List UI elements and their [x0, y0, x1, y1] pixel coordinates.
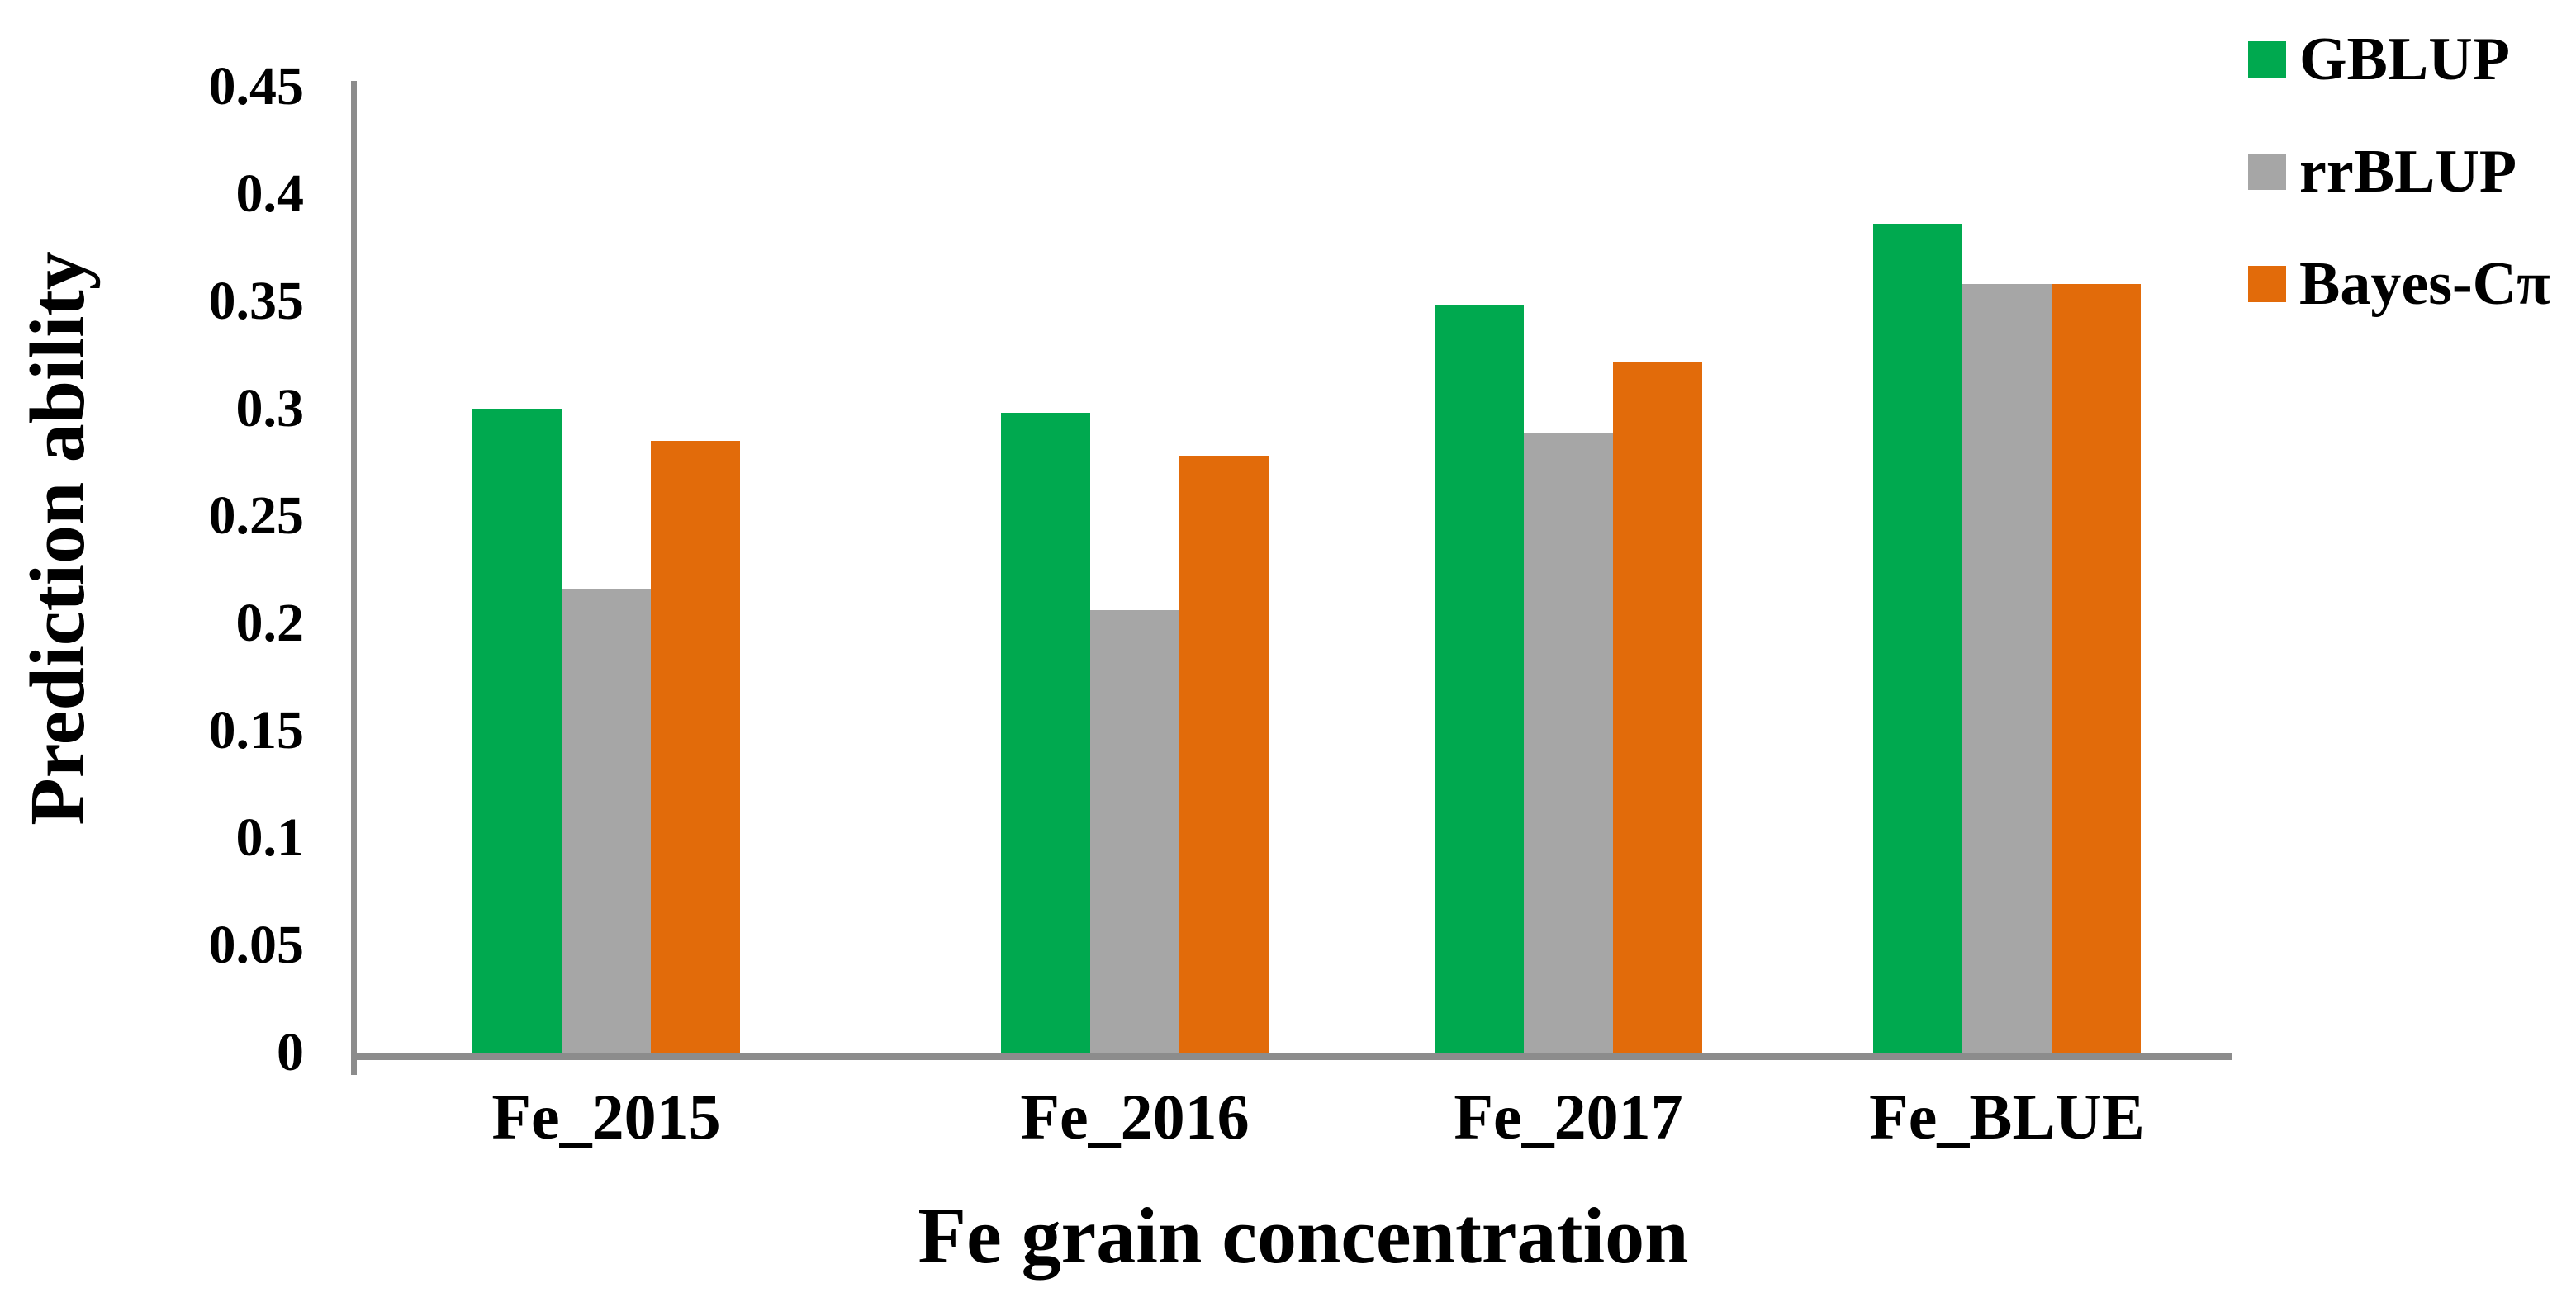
bar-Bayes-Cπ-Fe_2016 [1179, 456, 1269, 1053]
bar-Bayes-Cπ-Fe_BLUE [2052, 284, 2141, 1053]
y-tick-label: 0.15 [208, 700, 305, 760]
x-axis-line [351, 1053, 2232, 1060]
y-tick-label: 0.2 [235, 593, 305, 653]
y-tick-label: 0.35 [208, 271, 305, 331]
legend: GBLUP rrBLUP Bayes-Cπ [2248, 25, 2550, 319]
legend-swatch-icon [2248, 266, 2286, 302]
bar-GBLUP-Fe_2015 [472, 409, 562, 1053]
legend-label: rrBLUP [2299, 138, 2517, 206]
y-tick-label: 0.45 [208, 56, 305, 116]
bar-rrBLUP-Fe_BLUE [1962, 284, 2052, 1053]
x-category-label: Fe_2016 [1020, 1081, 1250, 1153]
bar-Bayes-Cπ-Fe_2015 [651, 441, 740, 1053]
legend-item-Bayes-Cπ: Bayes-Cπ [2248, 249, 2550, 319]
y-axis-line [351, 81, 357, 1075]
legend-swatch-icon [2248, 41, 2286, 78]
bar-Bayes-Cπ-Fe_2017 [1613, 362, 1702, 1053]
legend-label: GBLUP [2299, 26, 2510, 93]
x-category-label: Fe_BLUE [1869, 1081, 2145, 1153]
y-tick-label: 0.05 [208, 915, 305, 975]
legend-item-GBLUP: GBLUP [2248, 25, 2550, 94]
y-tick-label: 0.25 [208, 485, 305, 546]
legend-item-rrBLUP: rrBLUP [2248, 137, 2550, 206]
bar-rrBLUP-Fe_2017 [1524, 433, 1613, 1053]
x-axis-title: Fe grain concentration [918, 1191, 1689, 1280]
bar-GBLUP-Fe_2016 [1001, 413, 1090, 1053]
y-tick-label: 0.3 [235, 378, 305, 438]
y-tick-label: 0.1 [235, 807, 305, 868]
bar-GBLUP-Fe_2017 [1435, 305, 1524, 1053]
x-category-label: Fe_2017 [1454, 1081, 1683, 1153]
bar-GBLUP-Fe_BLUE [1873, 224, 1962, 1053]
y-tick-label: 0.4 [235, 163, 305, 224]
bar-rrBLUP-Fe_2016 [1090, 610, 1179, 1053]
bar-rrBLUP-Fe_2015 [562, 589, 651, 1053]
x-category-label: Fe_2015 [491, 1081, 721, 1153]
y-tick-label: 0 [277, 1022, 304, 1082]
legend-swatch-icon [2248, 154, 2286, 190]
legend-label: Bayes-Cπ [2299, 250, 2550, 318]
